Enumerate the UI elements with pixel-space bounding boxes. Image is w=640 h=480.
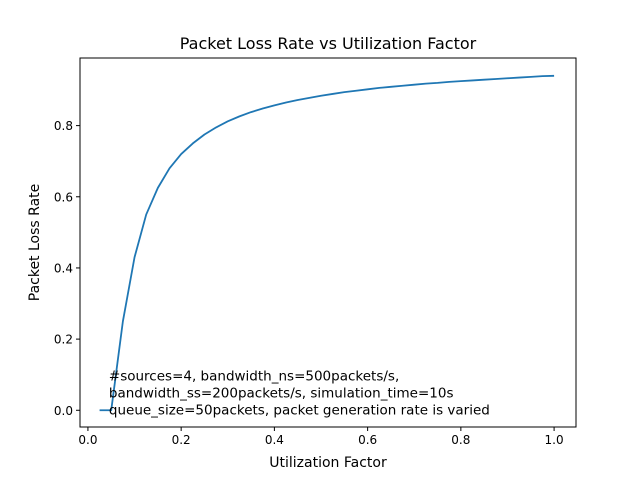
x-tick-label: 0.6	[358, 433, 377, 447]
annotation: #sources=4, bandwidth_ns=500packets/s,ba…	[109, 369, 490, 419]
y-tick-label: 0.0	[54, 404, 73, 418]
x-tick-label: 1.0	[545, 433, 564, 447]
plot-area-frame	[79, 57, 577, 428]
annotation-line: bandwidth_ss=200packets/s, simulation_ti…	[109, 385, 454, 401]
annotation-line: queue_size=50packets, packet generation …	[109, 402, 490, 418]
x-tick-label: 0.2	[172, 433, 191, 447]
series-layer	[99, 74, 555, 412]
annotation-line: #sources=4, bandwidth_ns=500packets/s,	[109, 369, 399, 385]
x-tick-label: 0.0	[78, 433, 97, 447]
y-tick-label: 0.4	[54, 261, 73, 275]
y-tick-label: 0.6	[54, 190, 73, 204]
x-tick-label: 0.4	[265, 433, 284, 447]
x-axis-label: Utilization Factor	[269, 455, 387, 471]
y-tick-label: 0.2	[54, 333, 73, 347]
x-tick-label: 0.8	[451, 433, 470, 447]
axis-ticks: 0.0 0.2 0.4 0.6 0.8 1.0 0.0 0.2 0.4 0.6 0.8	[54, 119, 564, 447]
series-line	[99, 74, 555, 412]
chart-title: Packet Loss Rate vs Utilization Factor	[180, 34, 477, 53]
y-axis-label: Packet Loss Rate	[27, 184, 43, 302]
y-tick-label: 0.8	[54, 119, 73, 133]
